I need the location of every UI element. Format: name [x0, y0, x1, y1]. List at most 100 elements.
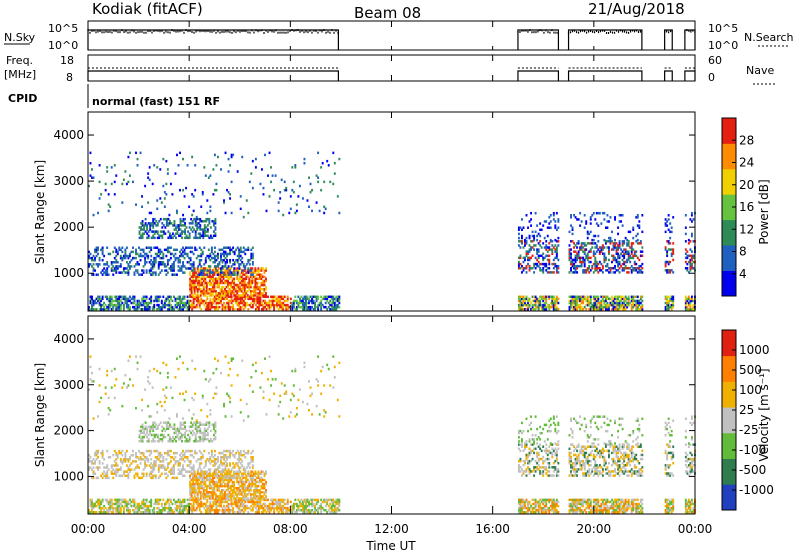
power-cell [95, 308, 98, 311]
power-cell [592, 301, 595, 305]
velocity-cell [227, 506, 230, 510]
nsky-interval [87, 29, 339, 50]
power-cell [127, 256, 130, 260]
velocity-cell [196, 493, 199, 496]
velocity-cell [202, 489, 205, 492]
power-cell [303, 305, 306, 309]
velocity-cell [166, 500, 169, 504]
power-cell [585, 303, 588, 307]
velocity-cell [336, 500, 339, 504]
power-cell [277, 308, 280, 311]
power-cell [670, 248, 673, 251]
velocity-cell [298, 504, 301, 508]
velocity-cell [112, 472, 115, 475]
power-cell [254, 283, 257, 287]
power-cell [537, 301, 540, 305]
velocity-cell [110, 504, 113, 508]
power-cell [198, 279, 201, 283]
power-cell [314, 301, 317, 305]
power-cell [254, 269, 257, 272]
power-cell [204, 285, 207, 289]
power-cell [136, 308, 139, 311]
velocity-cell [244, 498, 247, 502]
velocity-cell [321, 506, 324, 510]
power-cell [145, 252, 148, 256]
power-cell [139, 252, 142, 256]
velocity-cell [249, 470, 252, 473]
power-cell [160, 269, 163, 272]
power-cell [115, 250, 118, 254]
velocity-cell [94, 460, 96, 463]
velocity-cell [202, 470, 205, 473]
velocity-cell [260, 480, 263, 484]
power-cell [232, 246, 235, 249]
power-cell [594, 299, 597, 303]
power-cell [172, 267, 175, 270]
power-cell [200, 308, 203, 311]
power-cell [687, 260, 690, 264]
velocity-cell [89, 511, 92, 514]
power-cell [239, 263, 242, 266]
power-cell [188, 267, 191, 270]
power-cell [301, 299, 304, 303]
power-cell [585, 269, 588, 272]
power-cell [524, 301, 526, 305]
power-cell [128, 267, 131, 270]
power-cell [286, 308, 289, 311]
power-cell [182, 303, 185, 307]
power-cell [144, 230, 147, 233]
power-cell [314, 305, 317, 309]
power-cell [127, 297, 130, 301]
power-cell [210, 303, 213, 307]
power-cell [162, 256, 165, 260]
power-cell [139, 254, 142, 258]
power-cell [176, 211, 178, 215]
power-cell [106, 269, 109, 272]
velocity-cell [132, 453, 134, 457]
power-cell [312, 299, 315, 303]
power-cell [667, 214, 670, 217]
power-cell [190, 228, 193, 231]
power-cell [243, 269, 246, 272]
velocity-cell [216, 489, 219, 492]
power-cell [193, 281, 196, 285]
power-cell [228, 267, 231, 270]
velocity-cell [193, 495, 196, 498]
velocity-cell [192, 480, 195, 484]
power-cell [206, 254, 209, 258]
velocity-cell [241, 504, 244, 508]
velocity-cell [221, 472, 223, 475]
power-cell [172, 248, 175, 252]
power-cell [203, 269, 206, 272]
power-cell [219, 281, 222, 285]
power-cell [179, 261, 181, 264]
power-cell [548, 267, 551, 270]
power-cell [568, 252, 571, 255]
velocity-cell [197, 504, 200, 508]
power-cell [196, 228, 199, 231]
power-cell [185, 236, 188, 240]
power-cell [549, 271, 552, 274]
velocity-cell [219, 476, 222, 480]
power-cell [522, 246, 525, 249]
power-cell [206, 224, 209, 227]
power-cell [271, 297, 274, 301]
power-cell [192, 252, 195, 256]
power-cell [570, 303, 572, 307]
velocity-cell [188, 498, 191, 502]
power-cell [216, 273, 219, 276]
velocity-cell [195, 497, 198, 500]
power-cell [133, 308, 136, 311]
colorbar-segment [722, 143, 736, 170]
power-cell [621, 258, 624, 262]
velocity-cell [219, 482, 222, 486]
power-cell [574, 258, 577, 262]
power-cell [195, 273, 198, 276]
power-cell [583, 250, 586, 253]
power-cell [320, 308, 323, 311]
power-cell [213, 256, 216, 260]
power-cell [169, 182, 172, 186]
velocity-cell [219, 495, 222, 498]
power-cell [92, 301, 95, 305]
power-cell [539, 299, 542, 303]
